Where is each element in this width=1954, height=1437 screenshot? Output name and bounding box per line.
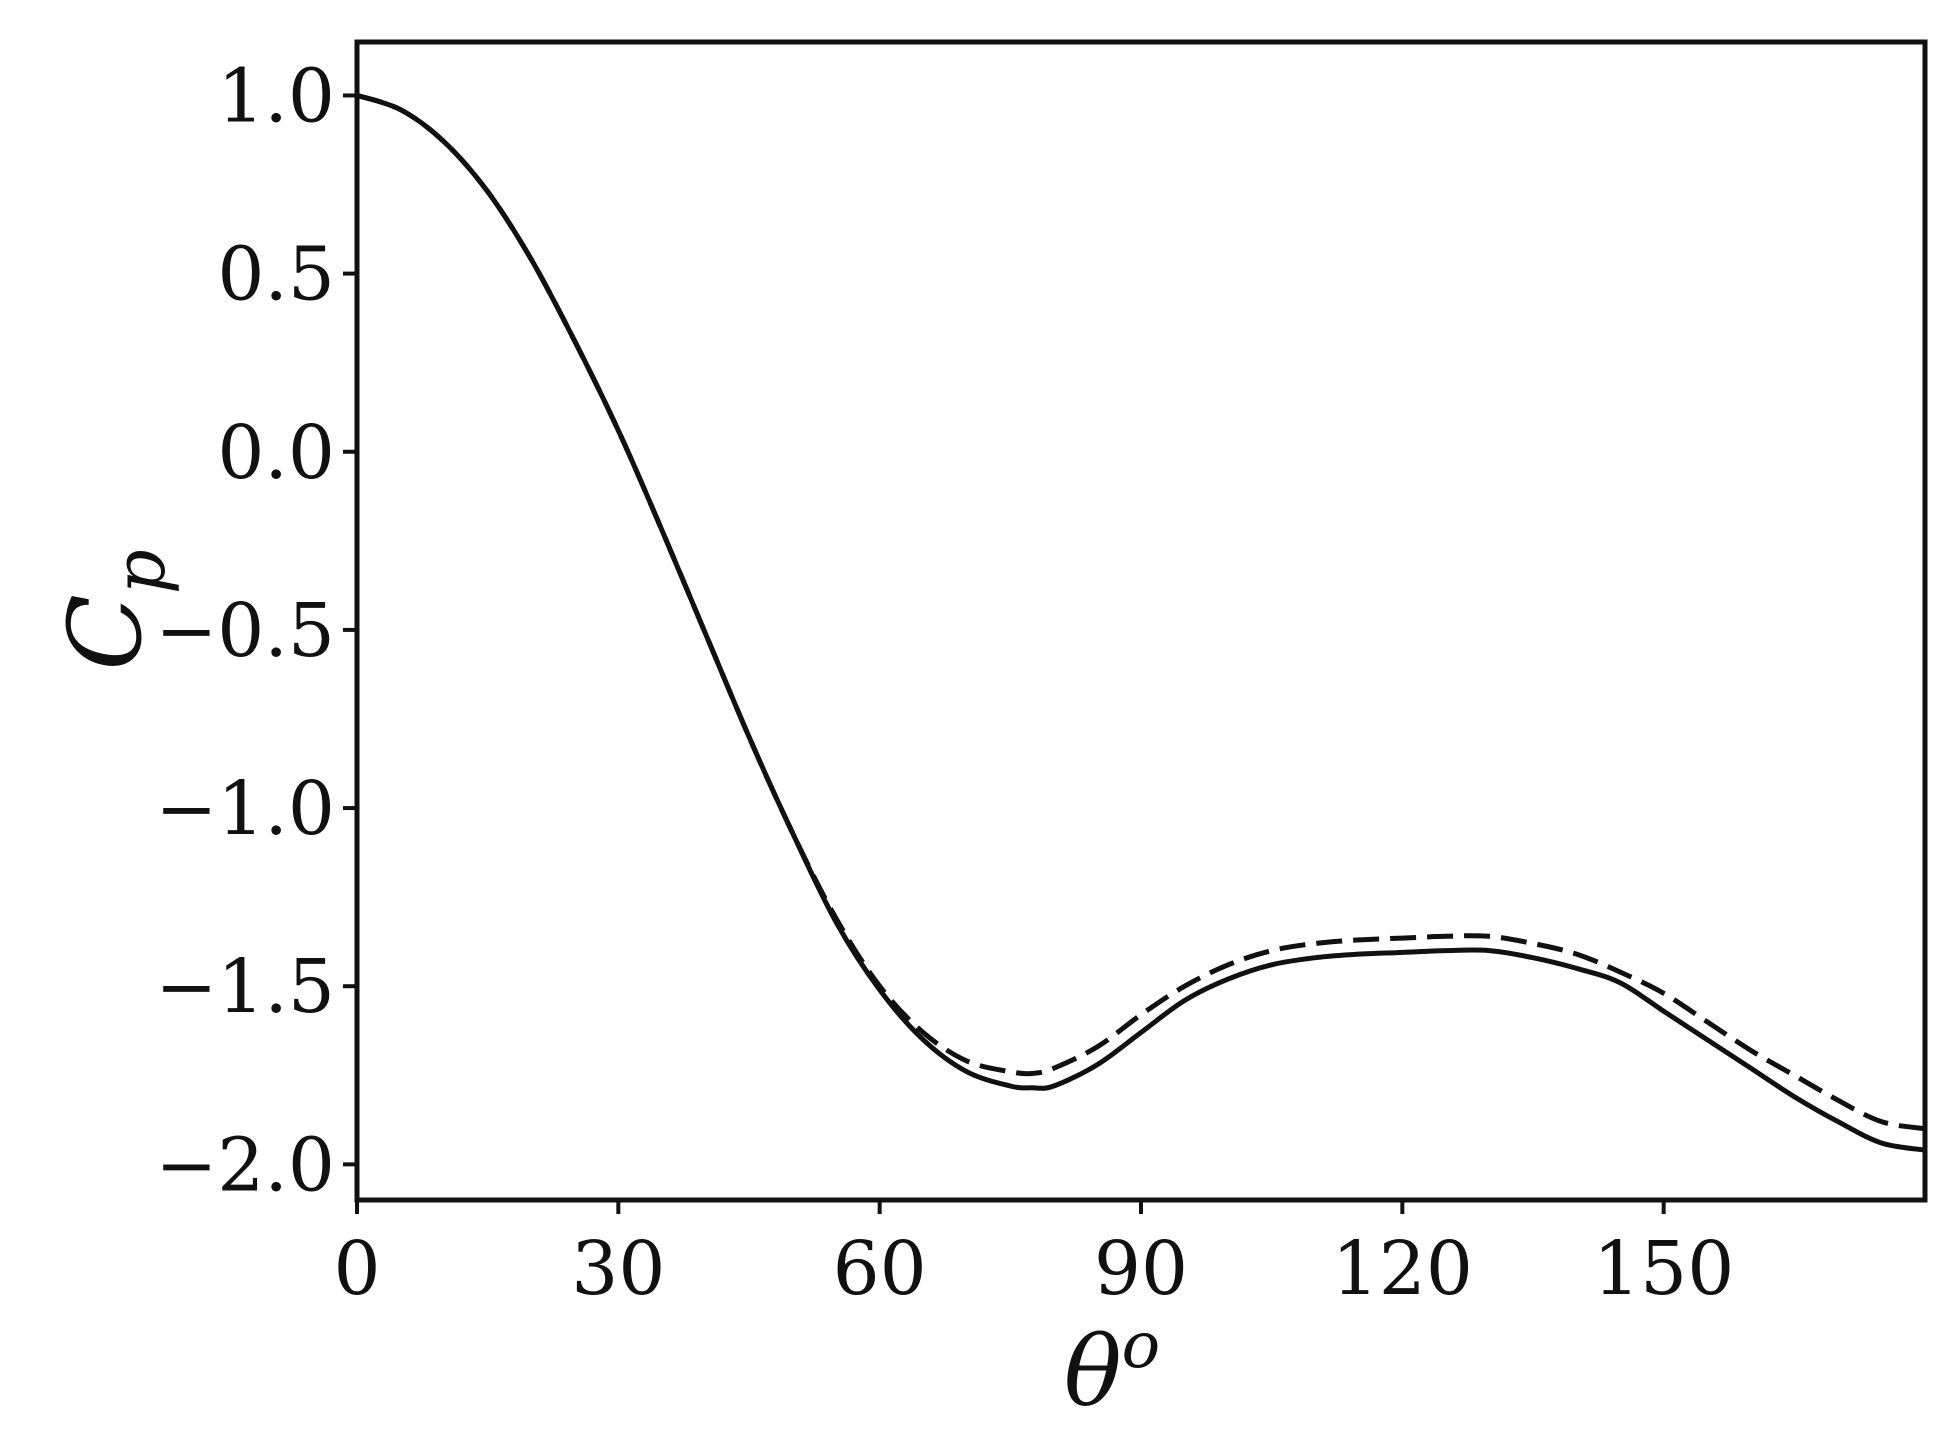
series-lines bbox=[356, 93, 1926, 1153]
x-axis-label-superscript: o bbox=[1122, 1309, 1161, 1383]
series-line-solid bbox=[356, 93, 1926, 1153]
y-axis-label: Cp bbox=[47, 549, 181, 670]
y-axis-label-subscript: p bbox=[99, 549, 181, 594]
x-axis-ticks: 0 30 60 90 120 150 bbox=[333, 1200, 1734, 1312]
x-tick-label: 120 bbox=[1332, 1226, 1473, 1312]
x-tick-label: 90 bbox=[1094, 1226, 1188, 1312]
y-tick-label: −1.5 bbox=[155, 944, 335, 1030]
x-tick-label: 0 bbox=[333, 1226, 380, 1312]
y-tick-label: 0.0 bbox=[217, 410, 335, 496]
x-tick-label: 60 bbox=[833, 1226, 927, 1312]
x-axis-label: θo bbox=[1064, 1309, 1160, 1428]
y-tick-label: −2.0 bbox=[155, 1122, 335, 1208]
x-tick-label: 30 bbox=[571, 1226, 665, 1312]
x-tick-label: 150 bbox=[1593, 1226, 1734, 1312]
y-tick-label: 1.0 bbox=[217, 53, 335, 139]
y-axis-ticks: 1.0 0.5 0.0 −0.5 −1.0 −1.5 −2.0 bbox=[155, 53, 357, 1208]
y-tick-label: −0.5 bbox=[155, 588, 335, 674]
series-line-dashed bbox=[356, 93, 1926, 1132]
y-tick-label: 0.5 bbox=[217, 232, 335, 318]
y-tick-label: −1.0 bbox=[155, 766, 335, 852]
